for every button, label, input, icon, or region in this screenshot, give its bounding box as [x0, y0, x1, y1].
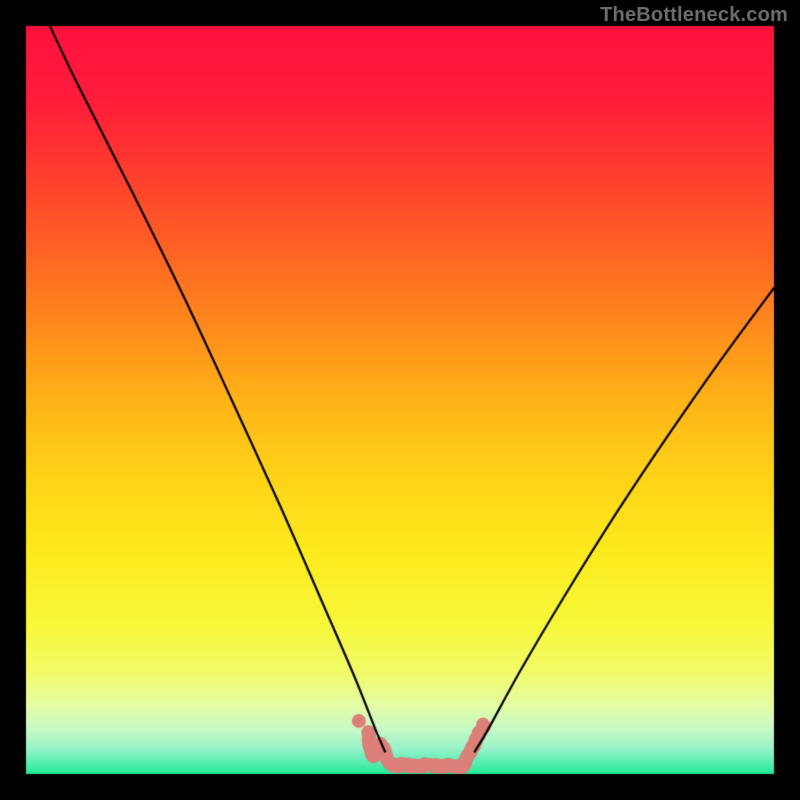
bottleneck-curve-chart	[0, 0, 800, 800]
chart-stage: TheBottleneck.com	[0, 0, 800, 800]
